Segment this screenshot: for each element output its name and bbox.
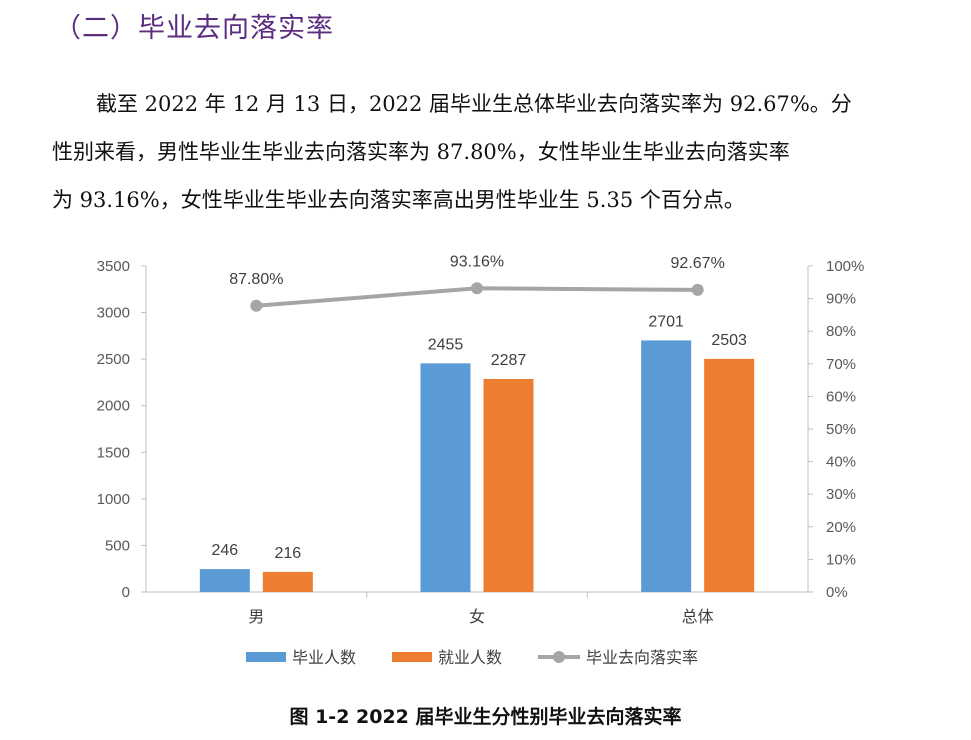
left-tick-label: 500 [105,537,130,554]
bar-employed [483,378,534,592]
legend-label: 毕业去向落实率 [586,649,698,667]
bar-employed [704,358,755,592]
rate-point [250,299,263,312]
bar-graduates [420,363,471,592]
legend-label: 就业人数 [438,649,502,667]
bar-value-label: 246 [211,542,238,559]
left-tick-label: 0 [122,584,130,601]
legend-label: 毕业人数 [292,649,356,667]
x-category-label: 男 [248,609,264,626]
rate-value-label: 87.80% [229,271,283,288]
x-category-label: 女 [469,607,485,626]
right-tick-label: 80% [826,323,856,340]
right-tick-label: 70% [826,356,856,373]
chart: 0 500 1000 1500 2000 2500 3000 3500 0% 10% 20% 30% 4… [97,253,865,667]
right-tick-label: 90% [826,291,856,308]
figure-caption: 图 1-2 2022 届毕业生分性别毕业去向落实率 [289,706,682,728]
right-tick-label: 10% [826,551,856,568]
rate-point [691,283,704,296]
x-category-label: 总体 [682,608,714,626]
bar-value-label: 2287 [491,352,527,369]
right-tick-label: 100% [826,258,864,275]
legend-swatch-graduates [246,652,286,662]
bar-value-label: 2455 [428,336,464,353]
bar-value-label: 2701 [648,313,684,330]
left-tick-label: 3500 [97,258,130,275]
rate-point [471,282,483,295]
left-tick-label: 3000 [97,305,130,322]
right-tick-label: 0% [826,584,848,601]
left-tick-label: 1000 [97,491,130,508]
bar-graduates [641,340,692,592]
paragraph-line: 性别来看，男性毕业生毕业去向落实率为 87.80%，女性毕业生毕业去向落实率 [52,140,790,164]
legend-swatch-employed [392,652,432,662]
right-tick-label: 20% [826,519,856,536]
bar-graduates [199,569,250,592]
bar-employed [262,571,313,592]
right-tick-label: 50% [826,421,856,438]
left-tick-label: 2000 [97,398,130,415]
paragraph-line: 截至 2022 年 12 月 13 日，2022 届毕业生总体毕业去向落实率为 … [96,92,852,116]
left-tick-label: 1500 [97,444,130,461]
right-tick-label: 30% [826,486,856,503]
legend-swatch-rate-point [553,651,565,663]
paragraph-line: 为 93.16%，女性毕业生毕业去向落实率高出男性毕业生 5.35 个百分点。 [52,188,745,212]
right-tick-label: 40% [826,454,856,471]
bar-value-label: 2503 [711,332,747,349]
rate-value-label: 92.67% [671,255,725,272]
rate-value-label: 93.16% [450,253,504,270]
left-tick-label: 2500 [97,351,130,368]
body-paragraph: 截至 2022 年 12 月 13 日，2022 届毕业生总体毕业去向落实率为 … [52,80,922,224]
right-tick-label: 60% [826,388,856,405]
section-heading: （二）毕业去向落实率 [54,13,334,44]
bar-value-label: 216 [274,545,301,562]
